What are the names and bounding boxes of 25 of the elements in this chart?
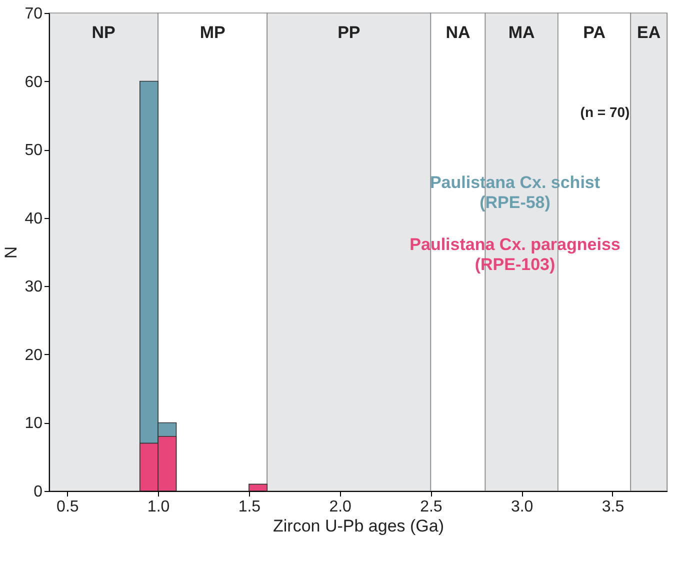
band-label: MP xyxy=(200,23,226,42)
y-tick-label: 20 xyxy=(24,346,43,364)
annotation: (n = 70) xyxy=(580,104,630,120)
band-label: MA xyxy=(508,23,535,42)
band-label: EA xyxy=(637,23,661,42)
x-tick-label: 2.0 xyxy=(329,498,352,516)
x-tick-label: 3.5 xyxy=(602,498,624,516)
x-tick-label: 1.5 xyxy=(238,498,261,516)
band-label: NP xyxy=(92,23,116,42)
x-tick-label: 3.0 xyxy=(510,498,534,516)
y-axis-title: N xyxy=(2,246,21,259)
y-tick-label: 40 xyxy=(24,210,43,228)
y-tick-label: 70 xyxy=(24,6,43,22)
y-tick-label: 30 xyxy=(24,278,43,296)
y-tick-label: 60 xyxy=(24,74,43,91)
x-tick-label: 2.5 xyxy=(420,498,442,516)
x-tick-label: 0.5 xyxy=(56,498,79,516)
x-axis-title: Zircon U-Pb ages (Ga) xyxy=(273,516,444,536)
band-label: NA xyxy=(446,23,470,42)
y-tick-label: 0 xyxy=(34,484,43,500)
y-tick-label: 50 xyxy=(24,142,43,160)
x-tick-label: 1.0 xyxy=(147,498,170,516)
band-label: PA xyxy=(583,23,606,42)
band-label: PP xyxy=(338,23,360,42)
y-tick-label: 10 xyxy=(24,415,43,432)
